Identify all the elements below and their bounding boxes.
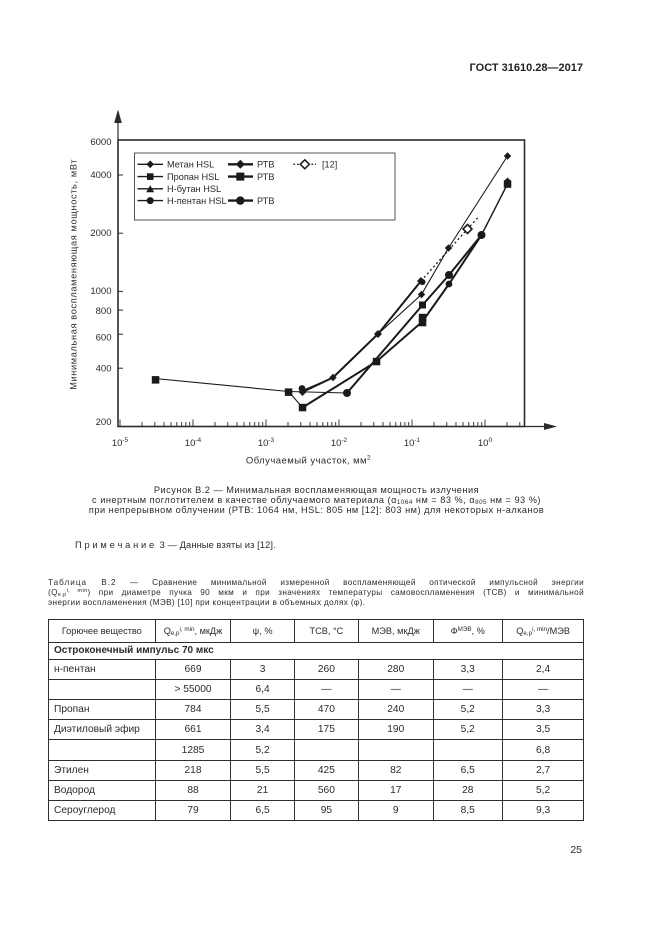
- svg-text:Минимальная воспламеняющая мощ: Минимальная воспламеняющая мощность, мВт: [69, 159, 79, 390]
- svg-text:4000: 4000: [90, 170, 111, 181]
- svg-text:1000: 1000: [90, 286, 111, 297]
- svg-text:10-4: 10-4: [185, 437, 202, 449]
- svg-text:[12]: [12]: [322, 160, 337, 170]
- svg-text:100: 100: [478, 437, 493, 449]
- svg-text:800: 800: [96, 306, 112, 317]
- svg-text:400: 400: [96, 363, 112, 374]
- svg-text:10-5: 10-5: [112, 437, 129, 449]
- svg-text:10-1: 10-1: [404, 437, 421, 449]
- svg-text:600: 600: [96, 333, 112, 344]
- svg-text:6000: 6000: [90, 137, 111, 148]
- svg-text:РТВ: РТВ: [257, 196, 274, 206]
- svg-text:10-3: 10-3: [258, 437, 275, 449]
- svg-text:10-2: 10-2: [331, 437, 348, 449]
- svg-text:Пропан HSL: Пропан HSL: [167, 172, 219, 182]
- svg-text:РТВ: РТВ: [257, 160, 274, 170]
- svg-text:Н-бутан HSL: Н-бутан HSL: [167, 184, 221, 194]
- svg-text:200: 200: [96, 417, 112, 428]
- svg-text:2000: 2000: [90, 228, 111, 239]
- svg-text:Облучаемый участок, мм2: Облучаемый участок, мм2: [246, 455, 371, 467]
- svg-text:Н-пентан HSL: Н-пентан HSL: [167, 196, 227, 206]
- svg-text:РТВ: РТВ: [257, 172, 274, 182]
- svg-text:Метан HSL: Метан HSL: [167, 160, 214, 170]
